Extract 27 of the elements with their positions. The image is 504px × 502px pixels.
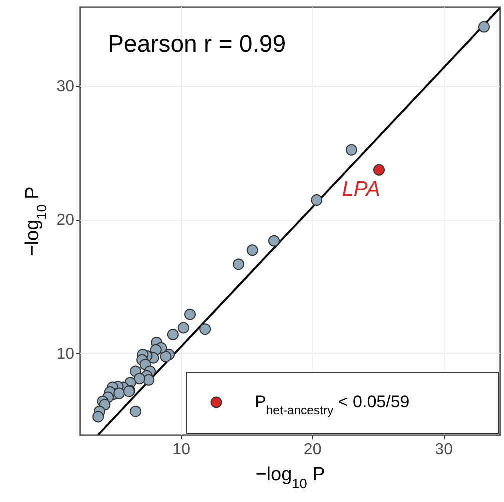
point: [143, 374, 155, 386]
annotation: Pearson r = 0.99: [108, 31, 286, 58]
point: [374, 164, 385, 176]
point: [130, 406, 142, 418]
point: [246, 244, 258, 256]
point: [92, 411, 104, 423]
point: [346, 144, 358, 156]
y-tick-label: 10: [56, 346, 75, 363]
y-tick-label: 30: [56, 78, 75, 96]
x-tick-label: 10: [172, 442, 191, 458]
point: [200, 324, 212, 336]
point: [160, 351, 172, 362]
point: [184, 308, 196, 320]
x-tick-label: 20: [304, 442, 322, 458]
x-tick-label: 30: [435, 442, 454, 458]
point: [478, 21, 490, 33]
annotation: LPA: [342, 178, 380, 202]
point: [167, 328, 179, 340]
point: [311, 194, 323, 206]
point: [233, 258, 245, 270]
legend-label: P$_{het-ancestry}$ < 0.05/59: [255, 392, 410, 418]
x-axis-title: −log$_{10}$ P: [256, 464, 326, 491]
point: [268, 235, 280, 247]
point: [114, 388, 126, 400]
point: [178, 322, 190, 334]
point: [134, 373, 146, 385]
y-tick-label: 20: [56, 212, 75, 230]
